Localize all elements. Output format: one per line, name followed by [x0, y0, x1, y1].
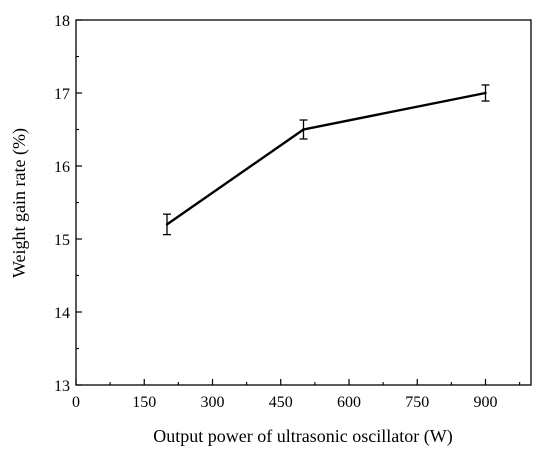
x-tick-label: 0 [72, 394, 80, 411]
y-axis-tick-labels: 13 14 15 16 17 18 [54, 13, 70, 395]
x-tick-label: 900 [474, 394, 498, 411]
y-tick-label: 16 [54, 159, 70, 176]
y-tick-label: 13 [54, 378, 70, 395]
y-axis-title: Weight gain rate (%) [9, 128, 30, 278]
x-tick-label: 150 [132, 394, 156, 411]
x-axis-title: Output power of ultrasonic oscillator (W… [153, 426, 452, 447]
data-point [484, 91, 487, 95]
y-tick-label: 15 [54, 232, 70, 249]
x-tick-label: 600 [337, 394, 361, 411]
y-tick-label: 17 [54, 86, 70, 103]
y-tick-label: 14 [54, 305, 70, 322]
series-line [166, 91, 486, 226]
data-point [302, 128, 305, 131]
x-tick-label: 750 [405, 394, 429, 411]
series-layer [163, 84, 490, 236]
x-tick-label: 300 [201, 394, 225, 411]
x-axis-tick-labels: 0 150 300 450 600 750 900 [72, 394, 498, 411]
x-axis-ticks [75, 379, 521, 385]
x-tick-label: 450 [269, 394, 293, 411]
plot-frame [75, 19, 532, 386]
data-point [165, 223, 169, 226]
y-tick-label: 18 [54, 13, 70, 30]
y-axis-ticks [76, 19, 82, 386]
